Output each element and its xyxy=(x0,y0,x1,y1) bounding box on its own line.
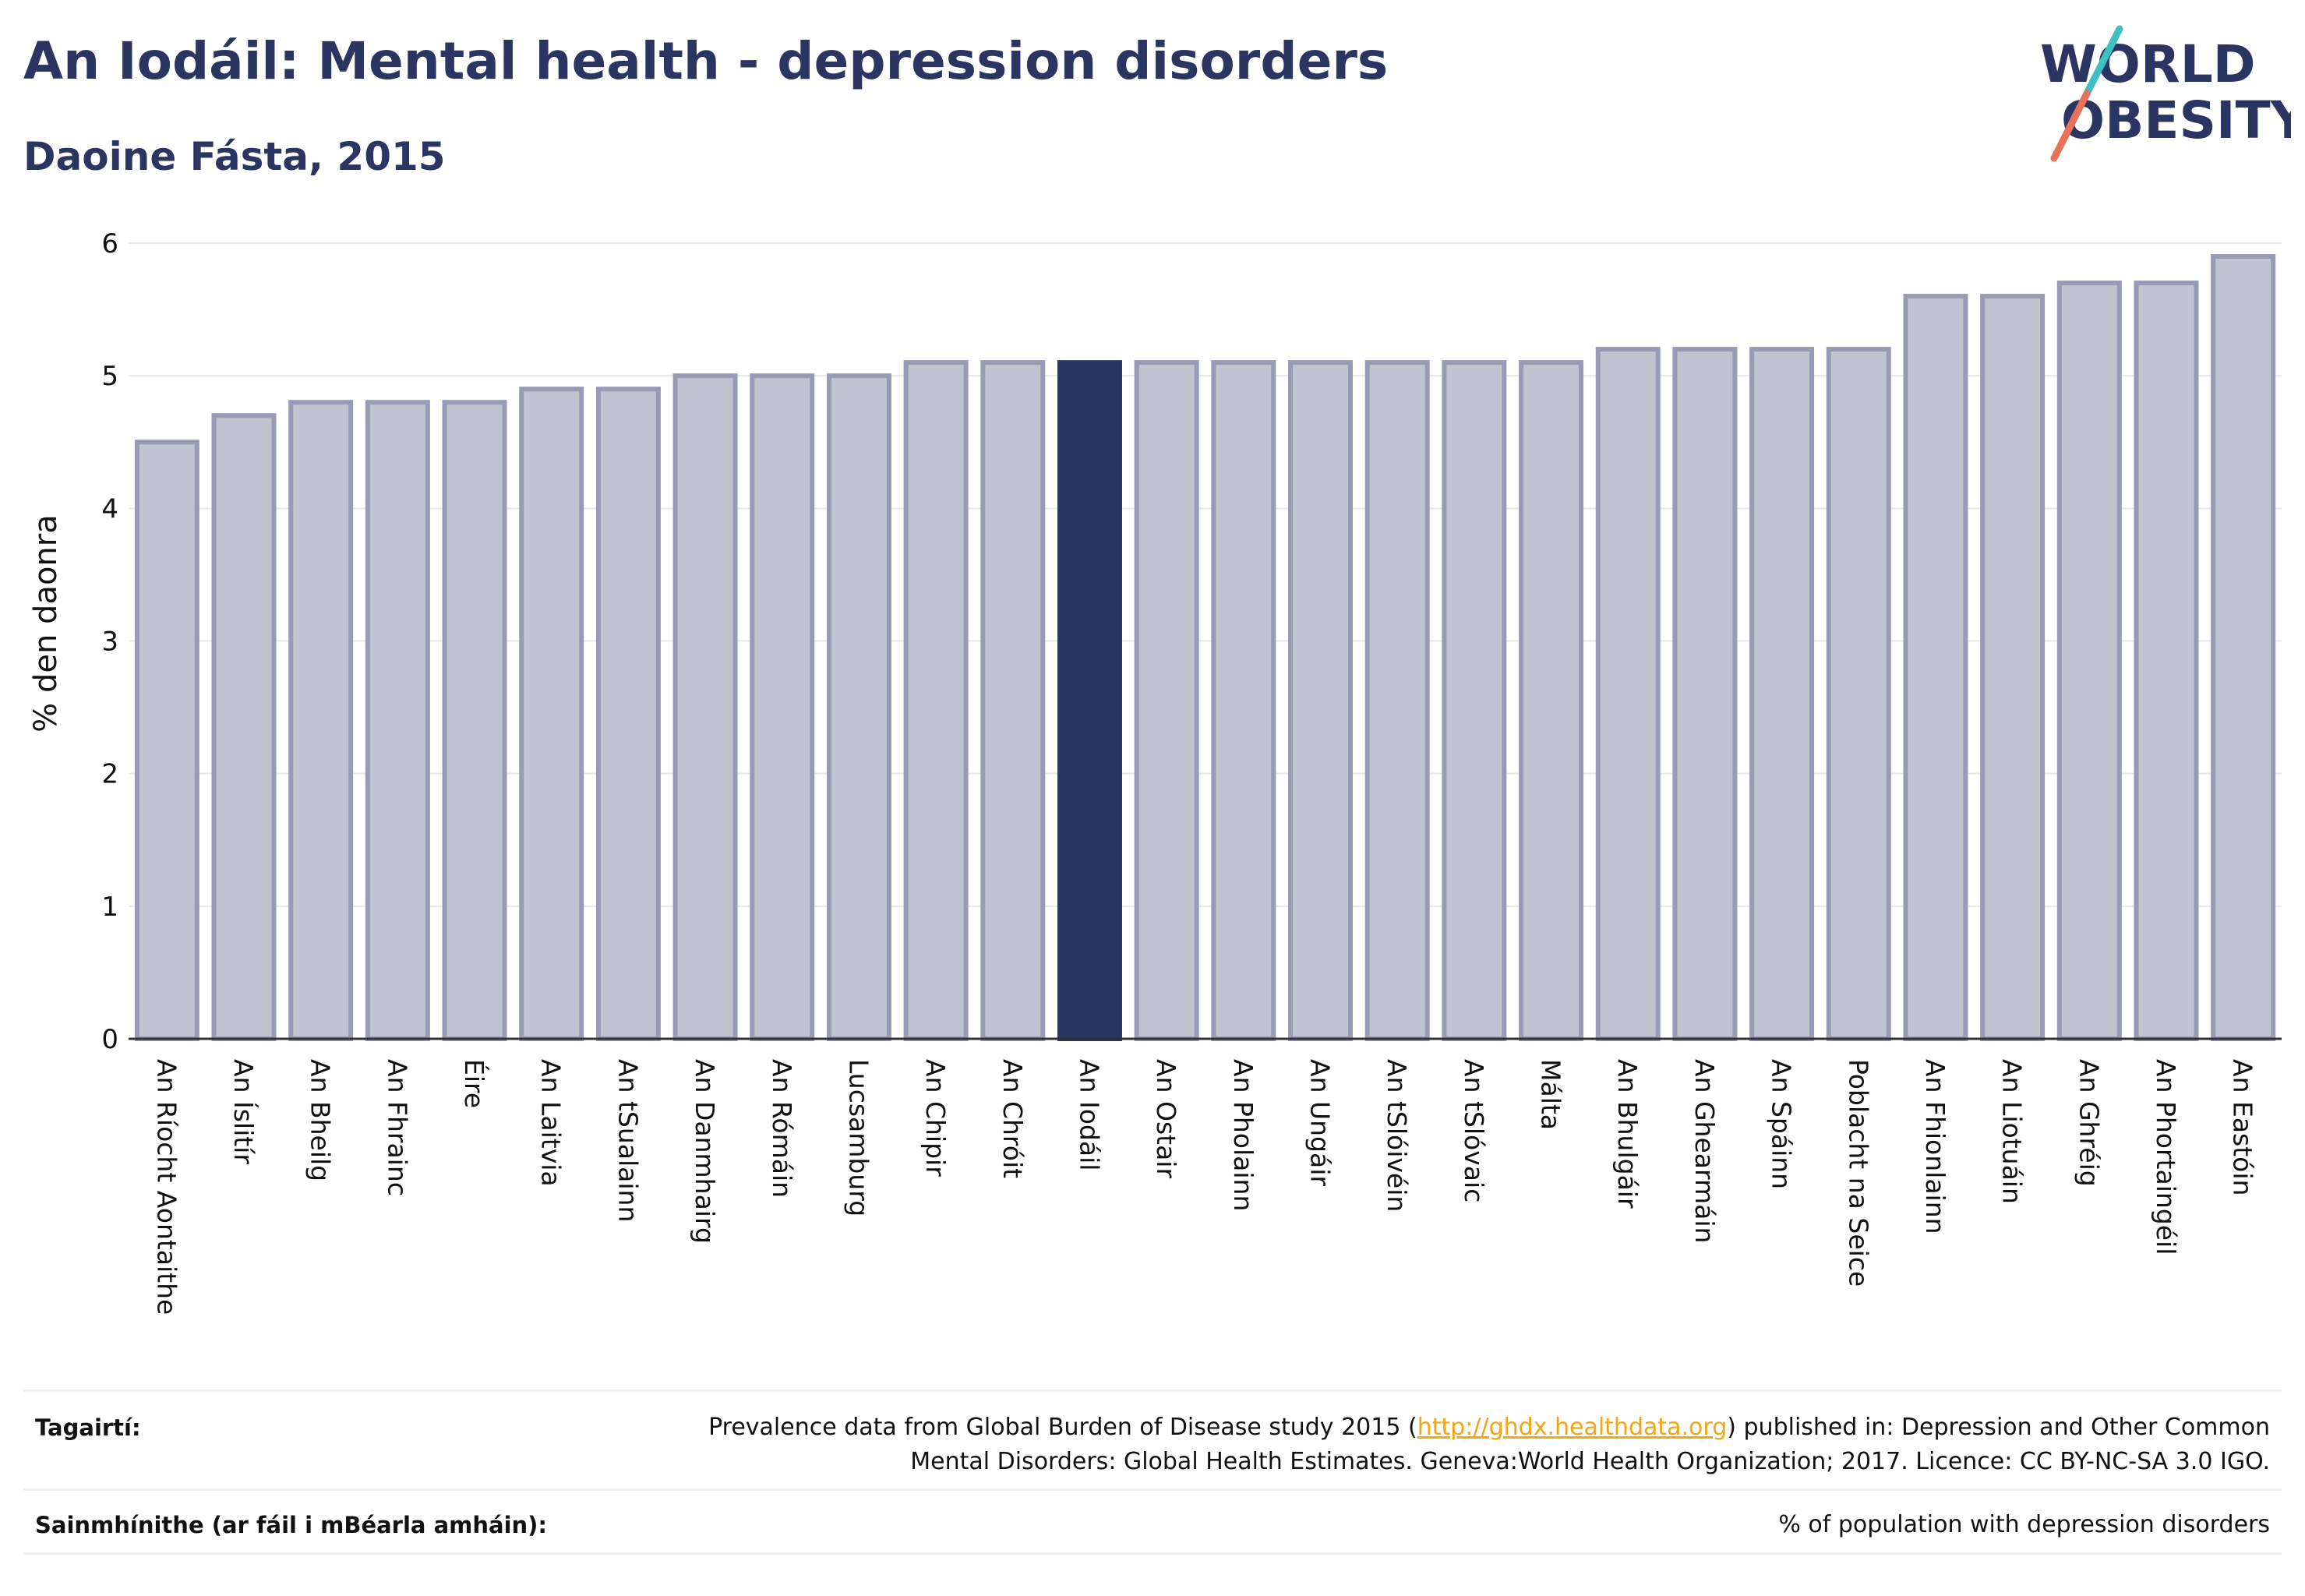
x-tick-label: An Íslitír xyxy=(228,1059,259,1164)
y-axis-ticks: 0 1 2 3 4 5 6 xyxy=(101,228,118,1055)
bar-an-danmhairg xyxy=(672,373,738,1041)
footer-divider xyxy=(23,1552,2282,1555)
x-tick-label: An Phortaingéil xyxy=(2151,1059,2181,1255)
x-tick-label: Éire xyxy=(459,1059,490,1108)
x-tick-label: An Danmhairg xyxy=(690,1059,720,1244)
definitions-text: % of population with depression disorder… xyxy=(1778,1511,2270,1538)
x-tick-label: An Ostair xyxy=(1151,1059,1181,1178)
x-tick-label: Poblacht na Seice xyxy=(1843,1059,1873,1287)
x-tick-label: An Laitvia xyxy=(536,1059,567,1187)
bar-an-pholainn xyxy=(1211,360,1276,1041)
x-tick-label: Málta xyxy=(1536,1059,1566,1130)
bar-an-bheilg xyxy=(288,400,354,1041)
x-tick-label: An Bheilg xyxy=(305,1059,336,1181)
world-obesity-logo: WORLD OBESITY xyxy=(2040,25,2291,162)
x-tick-label: An tSualainn xyxy=(612,1059,643,1222)
bar-an-ghréig xyxy=(2056,281,2122,1041)
bar-lucsamburg xyxy=(826,373,891,1041)
bar-an-fhionlainn xyxy=(1903,294,1968,1042)
svg-text:WORLD: WORLD xyxy=(2040,34,2256,94)
y-tick-label: 6 xyxy=(101,228,118,260)
bar-an-fhrainc xyxy=(365,400,430,1041)
x-tick-label: An Chróit xyxy=(997,1059,1028,1178)
bar-poblacht-na-seice xyxy=(1826,347,1891,1041)
references-link[interactable]: http://ghdx.healthdata.org xyxy=(1417,1414,1728,1441)
bar-an-tslóivéin xyxy=(1364,360,1430,1041)
x-tick-label: An Ghréig xyxy=(2074,1059,2104,1187)
bar-an-ungáir xyxy=(1288,360,1354,1041)
bar-an-iodáil xyxy=(1057,360,1122,1041)
bar-málta xyxy=(1519,360,1584,1041)
bar-an-rómáin xyxy=(750,373,815,1041)
bar-an-bhulgáir xyxy=(1595,347,1661,1041)
y-axis-title: % den daonra xyxy=(28,514,64,732)
bar-an-ostair xyxy=(1134,360,1199,1041)
bar-an-spáinn xyxy=(1749,347,1815,1041)
footer-divider xyxy=(23,1488,2282,1491)
chart-subtitle: Daoine Fásta, 2015 xyxy=(23,134,446,179)
bar-an-ghearmáin xyxy=(1672,347,1738,1041)
references-post: ) published in: Depression and Other Com… xyxy=(1727,1414,2270,1441)
x-tick-label: Lucsamburg xyxy=(843,1059,874,1216)
y-tick-label: 2 xyxy=(101,759,118,790)
y-tick-label: 0 xyxy=(101,1024,118,1055)
y-tick-label: 4 xyxy=(101,493,118,524)
x-tick-label: An Fhionlainn xyxy=(1920,1059,1950,1234)
footer-divider xyxy=(23,1389,2282,1392)
references-line2: Mental Disorders: Global Health Estimate… xyxy=(910,1448,2270,1475)
bar-an-chipir xyxy=(903,360,969,1041)
x-tick-label: An Chipir xyxy=(920,1059,951,1177)
x-tick-label: An Ghearmáin xyxy=(1689,1059,1720,1243)
x-tick-label: An Bhulgáir xyxy=(1612,1059,1643,1209)
x-tick-label: An Ríocht Aontaithe xyxy=(151,1059,182,1315)
bar-an-tsualainn xyxy=(595,387,661,1041)
bar-an-phortaingéil xyxy=(2134,281,2199,1041)
chart-title: An Iodáil: Mental health - depression di… xyxy=(23,31,1389,91)
bars xyxy=(134,254,2276,1042)
y-tick-label: 5 xyxy=(101,361,118,392)
y-tick-label: 1 xyxy=(101,892,118,923)
x-axis-labels: An Ríocht Aontaithe An Íslitír An Bheilg An… xyxy=(151,1059,2257,1315)
x-tick-label: An Rómáin xyxy=(767,1059,797,1198)
bar-an-eastóin xyxy=(2211,254,2276,1041)
bar-an-chróit xyxy=(980,360,1046,1041)
x-tick-label: An Ungáir xyxy=(1305,1059,1336,1186)
x-tick-label: An Eastóin xyxy=(2228,1059,2258,1195)
references-label: Tagairtí: xyxy=(35,1414,141,1441)
bar-an-liotuáin xyxy=(1980,294,2046,1042)
bar-an-tslóvaic xyxy=(1442,360,1507,1041)
x-tick-label: An tSlóvaic xyxy=(1459,1059,1489,1202)
x-tick-label: An Fhrainc xyxy=(382,1059,412,1196)
svg-text:OBESITY: OBESITY xyxy=(2061,90,2291,150)
definitions-label: Sainmhínithe (ar fáil i mBéarla amháin): xyxy=(35,1512,548,1538)
references-text: Prevalence data from Global Burden of Di… xyxy=(708,1411,2270,1479)
bar-an-ríocht-aontaithe xyxy=(134,440,199,1041)
x-tick-label: An Iodáil xyxy=(1074,1059,1104,1171)
y-tick-label: 3 xyxy=(101,627,118,658)
bar-an-íslitír xyxy=(211,413,277,1041)
x-tick-label: An tSlóivéin xyxy=(1382,1059,1412,1212)
bar-éire xyxy=(442,400,507,1041)
bar-an-laitvia xyxy=(519,387,584,1041)
x-tick-label: An Liotuáin xyxy=(1997,1059,2028,1204)
x-tick-label: An Pholainn xyxy=(1228,1059,1258,1211)
references-pre: Prevalence data from Global Burden of Di… xyxy=(708,1414,1417,1441)
x-tick-label: An Spáinn xyxy=(1767,1059,1797,1189)
